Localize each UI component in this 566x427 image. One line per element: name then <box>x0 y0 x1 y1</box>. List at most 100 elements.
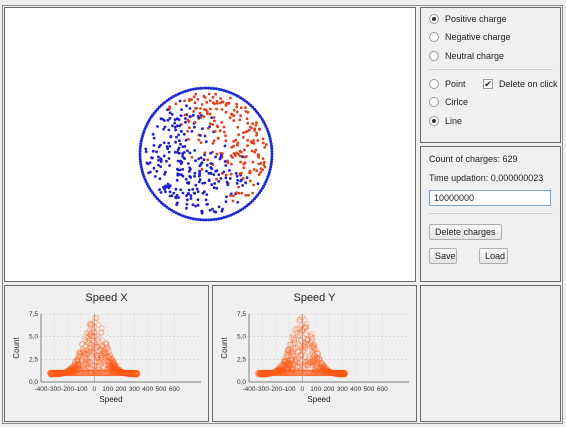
data-point <box>301 316 308 323</box>
boundary-charge <box>167 207 171 211</box>
data-point <box>73 364 80 371</box>
data-point <box>290 334 297 341</box>
data-point <box>310 342 317 349</box>
negative-charge <box>177 196 181 199</box>
delete-charges-button[interactable]: Delete charges <box>429 224 502 240</box>
iterations-input[interactable]: 10000000 <box>429 190 551 206</box>
data-point <box>99 343 106 350</box>
boundary-charge <box>145 182 149 186</box>
radio-indicator[interactable] <box>429 51 439 61</box>
data-point <box>296 324 303 331</box>
charge-field[interactable] <box>5 8 415 281</box>
data-point <box>315 356 322 363</box>
boundary-charge <box>245 204 249 208</box>
data-point <box>310 344 317 351</box>
radio-neutral-charge[interactable]: Neutral charge <box>429 51 504 61</box>
negative-charge <box>193 171 197 175</box>
negative-charge <box>228 177 232 180</box>
radio-indicator[interactable] <box>429 32 439 42</box>
positive-charge <box>211 95 215 99</box>
data-point <box>281 357 288 364</box>
simulation-canvas[interactable] <box>4 7 416 282</box>
radio-indicator[interactable] <box>429 14 439 24</box>
positive-charge <box>231 194 235 198</box>
data-point <box>105 359 112 366</box>
data-point <box>87 331 94 338</box>
data-point <box>295 326 302 333</box>
data-point <box>85 360 92 367</box>
data-point <box>91 318 98 325</box>
data-point <box>291 339 298 346</box>
boundary-charge <box>165 99 169 103</box>
radio-circle[interactable]: Cirlce <box>429 97 468 107</box>
negative-charge <box>205 163 209 167</box>
data-point <box>83 348 90 355</box>
data-point <box>281 363 288 370</box>
data-point <box>103 350 110 357</box>
positive-charge <box>232 140 236 143</box>
negative-charge <box>197 157 201 161</box>
boundary-charge <box>212 218 216 221</box>
data-point <box>81 362 88 369</box>
radio-point[interactable]: Point <box>429 79 466 89</box>
radio-indicator[interactable] <box>429 116 439 126</box>
data-point <box>283 365 290 372</box>
data-point <box>283 354 290 361</box>
data-point <box>95 365 102 372</box>
data-point <box>288 353 295 360</box>
positive-charge <box>237 133 241 136</box>
data-point <box>79 346 86 353</box>
radio-line[interactable]: Line <box>429 116 462 126</box>
delete-on-click-checkbox[interactable]: ✔ Delete on click <box>483 79 558 89</box>
x-tick-label: 500 <box>364 386 375 393</box>
radio-indicator[interactable] <box>429 79 439 89</box>
negative-charge <box>175 193 179 197</box>
data-point <box>308 336 315 343</box>
data-point <box>81 348 88 355</box>
positive-charge <box>237 191 241 195</box>
negative-charge <box>166 108 169 112</box>
positive-charge <box>190 155 194 159</box>
boundary-charge <box>152 193 156 197</box>
radio-indicator[interactable] <box>429 97 439 107</box>
boundary-ring <box>138 86 274 222</box>
data-point <box>297 363 304 370</box>
boundary-charge <box>234 211 238 215</box>
save-button[interactable]: Save <box>429 248 457 264</box>
checkbox-indicator[interactable]: ✔ <box>483 79 493 89</box>
radio-positive-charge[interactable]: Positive charge <box>429 14 507 24</box>
data-point <box>72 362 79 369</box>
radio-negative-charge[interactable]: Negative charge <box>429 32 511 42</box>
positive-charge <box>234 191 238 195</box>
data-point <box>103 341 110 348</box>
boundary-charge <box>157 105 161 109</box>
positive-charge <box>236 125 240 129</box>
x-tick-label: -200 <box>269 386 282 393</box>
negative-charge <box>183 145 187 148</box>
x-tick-label: 0 <box>93 386 97 393</box>
data-point <box>90 340 97 347</box>
data-point <box>287 357 294 364</box>
data-point <box>306 353 313 360</box>
boundary-charge <box>269 162 273 166</box>
positive-charge <box>200 103 204 106</box>
boundary-charge <box>154 195 158 199</box>
positive-charge <box>246 110 250 114</box>
load-button[interactable]: Load <box>479 248 508 264</box>
data-point <box>285 346 292 353</box>
data-point <box>79 341 86 348</box>
negative-charge <box>199 156 203 160</box>
positive-charge <box>192 95 196 99</box>
positive-charge <box>241 136 245 139</box>
positive-charge <box>215 101 219 105</box>
negative-charge <box>210 183 214 187</box>
data-point <box>75 349 82 356</box>
y-tick-label: 5,0 <box>29 334 38 341</box>
boundary-charge <box>145 122 149 126</box>
data-point <box>302 344 309 351</box>
data-point <box>279 362 286 369</box>
data-point <box>309 360 316 367</box>
data-point <box>91 333 98 340</box>
data-point <box>88 329 95 336</box>
data-point <box>69 363 76 370</box>
